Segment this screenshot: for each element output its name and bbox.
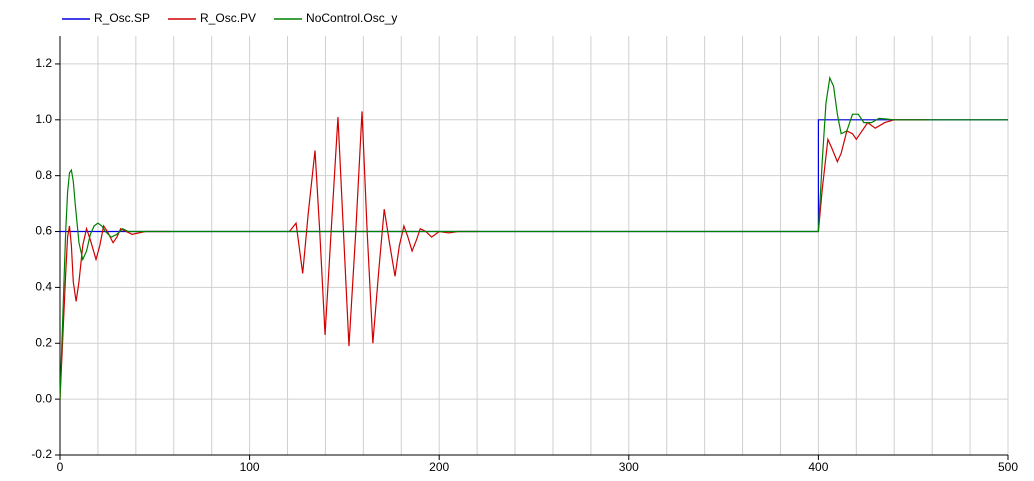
y-tick-label: -0.2	[31, 447, 52, 461]
x-tick-label: 500	[998, 460, 1018, 474]
x-tick-label: 200	[429, 460, 449, 474]
y-tick-label: 0.2	[35, 335, 52, 349]
legend-label: R_Osc.PV	[200, 11, 256, 25]
y-tick-label: 1.2	[35, 56, 52, 70]
y-tick-label: 0.0	[35, 391, 52, 405]
legend-label: R_Osc.SP	[94, 11, 150, 25]
x-tick-label: 0	[57, 460, 64, 474]
series-line	[59, 75, 1008, 400]
series-line	[59, 111, 929, 400]
x-tick-label: 300	[619, 460, 639, 474]
x-tick-label: 400	[808, 460, 828, 474]
y-tick-label: 0.8	[35, 168, 52, 182]
y-tick-label: 1.0	[35, 112, 52, 126]
legend-label: NoControl.Osc_y	[306, 11, 397, 25]
x-tick-label: 100	[240, 460, 260, 474]
y-tick-label: 0.4	[35, 280, 52, 294]
y-tick-label: 0.6	[35, 224, 52, 238]
